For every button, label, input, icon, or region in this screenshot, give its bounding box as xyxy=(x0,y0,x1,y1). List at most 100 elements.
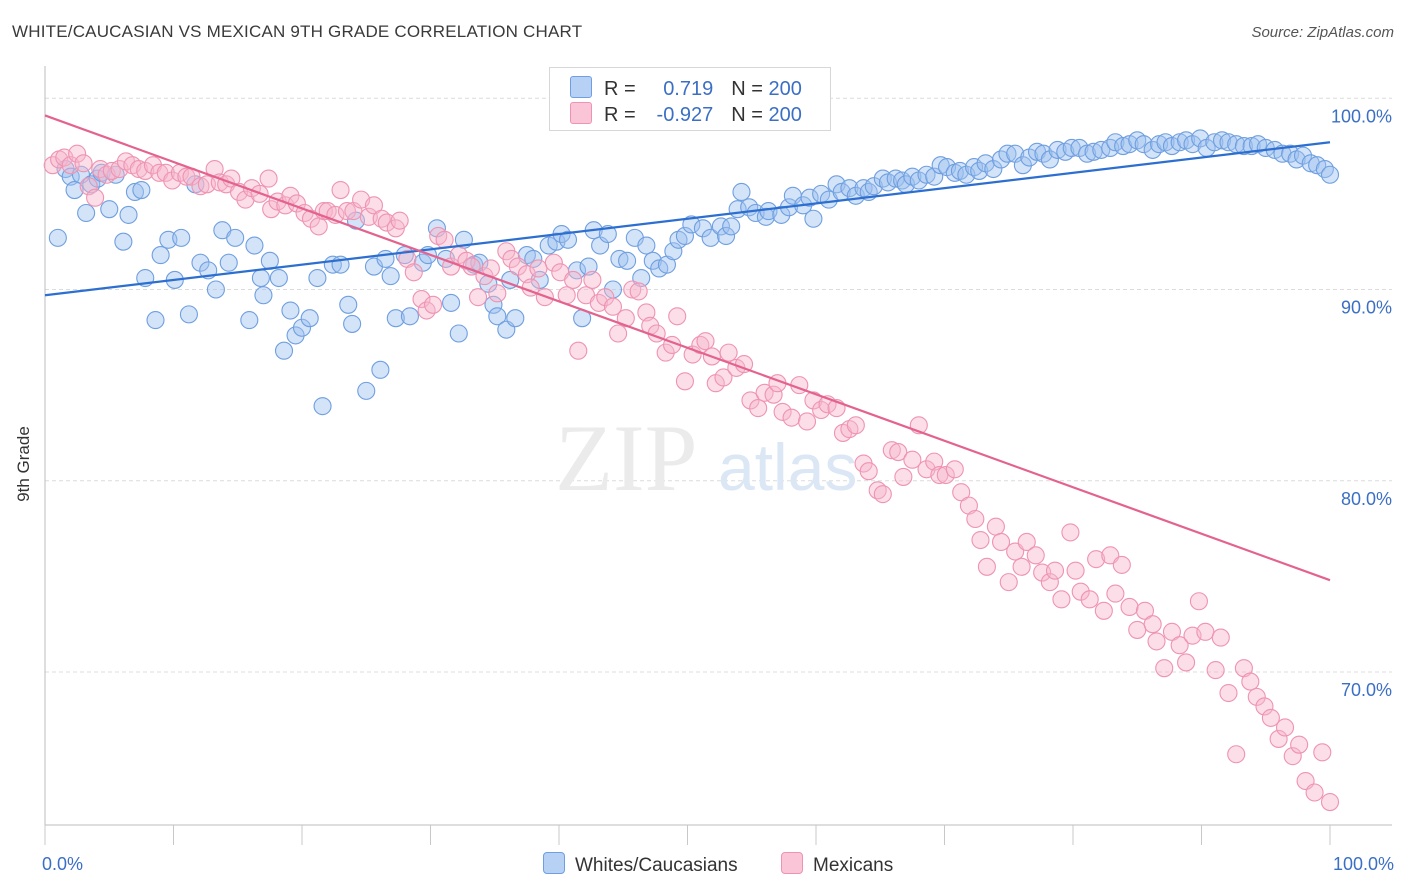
whites-point xyxy=(664,242,683,261)
whites-point xyxy=(400,307,419,326)
whites-point xyxy=(970,161,989,180)
mexicans-point xyxy=(390,211,409,230)
mexicans-point xyxy=(1170,636,1189,655)
whites-point xyxy=(488,307,507,326)
whites-point xyxy=(240,311,259,330)
mexicans-point xyxy=(894,467,913,486)
mexicans-point xyxy=(1143,615,1162,634)
mexicans-point xyxy=(755,383,774,402)
y-axis-label: 9th Grade xyxy=(14,426,33,502)
whites-point xyxy=(732,182,751,202)
mexicans-point xyxy=(259,169,278,188)
legend-row-mexicans: R = -0.927 N = 200 xyxy=(570,102,802,127)
whites-point xyxy=(119,205,138,224)
mexicans-point xyxy=(1012,557,1031,576)
mexicans-point xyxy=(1106,584,1125,603)
mexicans-point xyxy=(191,177,210,196)
whites-point xyxy=(917,165,936,184)
mexicans-point xyxy=(102,161,121,180)
whites-point xyxy=(693,219,712,238)
mexicans-point xyxy=(749,399,768,418)
mexicans-point xyxy=(1219,683,1238,703)
mexicans-point xyxy=(412,290,431,309)
whites-point xyxy=(1293,146,1313,165)
mexicans-point xyxy=(764,385,783,404)
mexicans-point xyxy=(1177,653,1196,672)
whites-point xyxy=(804,209,823,228)
whites-point xyxy=(449,324,468,343)
whites-point xyxy=(998,144,1017,163)
whites-point xyxy=(226,228,245,247)
mexicans-point xyxy=(1026,546,1045,565)
mexicans-point xyxy=(903,450,922,469)
watermark-zip: ZIP xyxy=(555,405,698,511)
whites-point xyxy=(343,314,362,333)
mexicans-point xyxy=(696,332,715,351)
mexicans-point xyxy=(945,460,964,479)
legend-r-label-mexicans: R = xyxy=(604,104,642,126)
y-tick-label: 90.0% xyxy=(1341,298,1392,318)
whites-point xyxy=(701,228,720,247)
mexicans-point xyxy=(262,200,281,219)
mexicans-point xyxy=(529,259,548,278)
mexicans-point xyxy=(564,270,583,289)
mexicans-point xyxy=(1290,735,1309,754)
mexicans-point xyxy=(156,163,175,182)
mexicans-point xyxy=(331,181,350,200)
mexicans-point xyxy=(1313,743,1332,762)
whites-point xyxy=(219,253,238,272)
whites-point xyxy=(772,205,791,224)
mexicans-point xyxy=(364,196,384,215)
legend-n-label-mexicans: N = xyxy=(731,104,769,126)
mexicans-point xyxy=(882,441,901,460)
bottom-legend-label-mexicans: Mexicans xyxy=(813,855,894,876)
whites-point xyxy=(125,182,144,202)
mexicans-point xyxy=(889,443,908,462)
mexicans-point xyxy=(1320,792,1340,812)
whites-point xyxy=(254,286,273,305)
mexicans-point xyxy=(569,341,588,360)
mexicans-point xyxy=(603,297,623,316)
whites-point xyxy=(722,217,741,236)
mexicans-point xyxy=(1196,622,1215,641)
whites-point xyxy=(381,267,400,286)
mexicans-point xyxy=(74,154,93,173)
legend-n-value-whites: 200 xyxy=(768,78,802,100)
whites-point xyxy=(931,156,950,175)
bottom-legend-label-whites: Whites/Caucasians xyxy=(575,855,738,876)
mexicans-point xyxy=(129,159,148,179)
watermark-atlas: atlas xyxy=(718,430,857,504)
mexicans-point xyxy=(1269,729,1288,748)
whites-point xyxy=(132,181,151,200)
whites-point xyxy=(682,215,701,234)
mexicans-point xyxy=(773,402,792,421)
whites-point xyxy=(281,301,300,320)
y-tick-label: 70.0% xyxy=(1341,680,1392,700)
legend-r-label-whites: R = xyxy=(604,78,642,100)
mexicans-point xyxy=(596,288,615,307)
mexicans-point xyxy=(1162,622,1181,641)
mexicans-point xyxy=(1247,687,1266,706)
mexicans-point xyxy=(936,465,955,485)
whites-point xyxy=(1205,133,1224,152)
whites-point xyxy=(339,295,358,314)
whites-point xyxy=(1084,142,1103,161)
mexicans-point xyxy=(337,202,357,221)
mexicans-point xyxy=(488,284,507,303)
mexicans-point xyxy=(1017,532,1036,552)
mexicans-point xyxy=(1120,597,1139,617)
mexicans-point xyxy=(1206,661,1225,680)
mexicans-point xyxy=(79,177,98,196)
whites-point xyxy=(800,188,819,207)
whites-point xyxy=(506,309,525,328)
mexicans-point xyxy=(1066,561,1085,580)
whites-point xyxy=(558,230,578,249)
mexicans-point xyxy=(435,230,454,249)
whites-point xyxy=(357,381,376,400)
mexicans-point xyxy=(86,188,105,207)
correlation-legend: R = 0.719 N = 200 R = -0.927 N = 200 xyxy=(549,67,831,131)
whites-point xyxy=(65,181,84,200)
mexicans-point xyxy=(977,557,996,576)
whites-point xyxy=(308,268,327,288)
whites-point xyxy=(313,397,332,416)
